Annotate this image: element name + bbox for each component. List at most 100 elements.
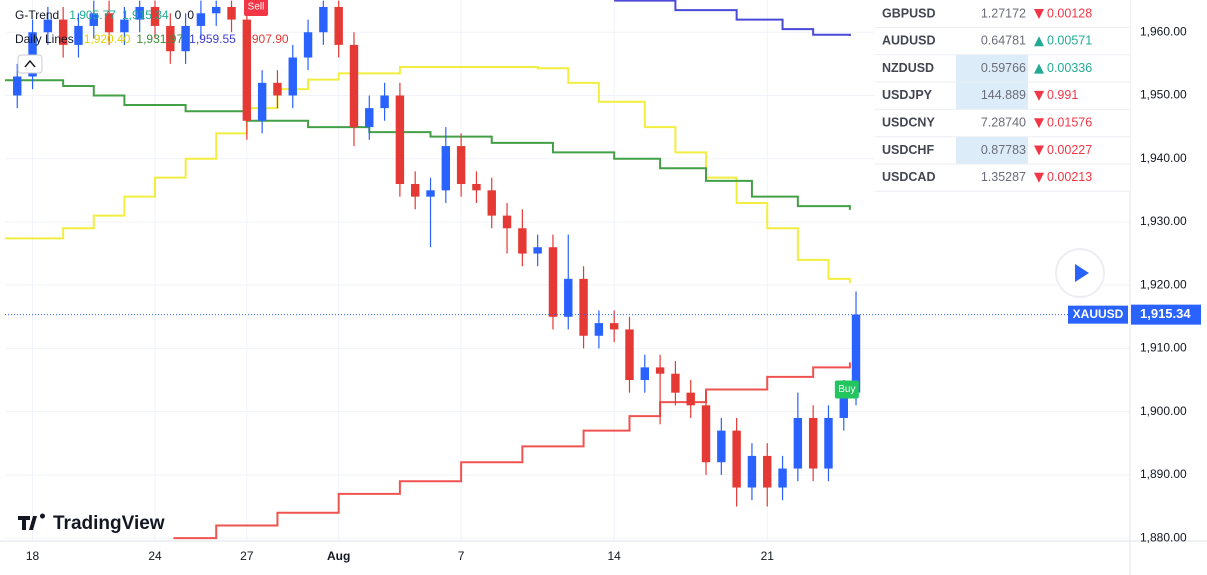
legend-value: 0	[175, 8, 182, 22]
signal-tag	[834, 380, 859, 399]
watch-change: 0.991	[1047, 88, 1078, 102]
candle-body	[273, 82, 282, 96]
candle-body	[625, 329, 634, 381]
change-arrow	[1034, 36, 1044, 47]
y-tick-label: 1,900.00	[1140, 404, 1187, 418]
legend-value: 0	[187, 8, 194, 22]
cell-highlight	[956, 137, 1028, 164]
watch-last: 0.87783	[981, 143, 1026, 157]
x-tick-label: 21	[761, 549, 775, 563]
candle-body	[763, 455, 772, 488]
candle-body	[456, 146, 466, 185]
candle-body	[701, 405, 711, 463]
watch-symbol: USDCHF	[882, 143, 934, 157]
candle-body	[166, 25, 175, 52]
x-tick-label: 24	[148, 549, 162, 563]
candle-body	[135, 6, 144, 20]
candle-body	[732, 430, 741, 488]
symbol-tag	[1068, 305, 1128, 324]
watch-symbol: AUDUSD	[882, 34, 935, 48]
axes: 1,880.00 1,890.00 1,900.00 1,910.00 1,920.00…	[26, 24, 1187, 563]
candle-body	[609, 323, 619, 330]
change-arrow	[1034, 172, 1044, 183]
candle-body	[824, 417, 833, 469]
candle-body	[839, 392, 848, 418]
candle-body	[58, 19, 68, 45]
change-arrow	[1034, 145, 1044, 156]
x-tick-label: 27	[240, 549, 254, 563]
candle-body	[43, 19, 53, 33]
legend-value: 1,959.55	[189, 32, 236, 46]
symbol-tag-text: XAUUSD	[1073, 307, 1124, 321]
overlay: XAUUSD 1,915.34 Sell Buy	[5, 0, 1201, 399]
candle-body	[717, 430, 726, 463]
watch-change: 0.00336	[1047, 61, 1092, 75]
indicator-line	[5, 66, 851, 284]
candle-body	[502, 215, 512, 229]
watch-symbol: USDCNY	[882, 115, 935, 129]
cell-highlight	[956, 55, 1028, 83]
candle-body	[426, 190, 435, 197]
candle-body	[380, 95, 389, 109]
legend-name: G-Trend	[15, 8, 59, 22]
candle-body	[441, 146, 451, 191]
candle-body	[472, 184, 481, 191]
candle-body	[212, 6, 221, 14]
y-tick-label: 1,890.00	[1140, 467, 1187, 481]
watch-change: 0.00128	[1047, 6, 1092, 20]
play-icon	[1075, 264, 1089, 282]
x-tick-label: 14	[608, 549, 622, 563]
candle-body	[487, 190, 496, 216]
watch-symbol: USDCAD	[882, 170, 935, 184]
candle-body	[365, 108, 374, 128]
x-tick-label: Aug	[327, 549, 350, 563]
candle-body	[104, 13, 114, 33]
price-tag-text: 1,915.34	[1140, 306, 1191, 321]
candle-body	[13, 76, 22, 96]
candle-body	[579, 278, 588, 336]
candle-body	[242, 19, 252, 121]
x-tick-label: 7	[458, 549, 465, 563]
collapse-icon	[24, 59, 36, 68]
indicator-line	[173, 362, 851, 540]
watch-change: 0.00213	[1047, 170, 1092, 184]
change-arrow	[1034, 9, 1044, 19]
watch-last: 0.64781	[981, 34, 1026, 48]
watch-last: 0.59766	[981, 61, 1026, 75]
watch-change: 0.00227	[1047, 143, 1092, 157]
candle-body	[74, 25, 83, 45]
candle-body	[564, 278, 573, 317]
candle-body	[747, 455, 757, 488]
candle-body	[533, 247, 542, 254]
watch-symbol: GBPUSD	[882, 6, 935, 20]
brand-logo	[18, 513, 45, 530]
y-tick-label: 1,960.00	[1140, 24, 1187, 38]
candle-body	[778, 468, 787, 488]
candle-body	[303, 32, 313, 58]
indicator-lines	[5, 0, 851, 540]
candles	[13, 0, 861, 507]
legend: G-Trend 1,905.77 1,915.34 0 0 Daily Lines 1,92…	[15, 8, 289, 46]
candle-body	[257, 82, 267, 121]
candle-body	[288, 57, 297, 96]
price-tag	[1131, 304, 1201, 325]
y-tick-label: 1,910.00	[1140, 341, 1187, 355]
y-tick-label: 1,950.00	[1140, 88, 1187, 102]
y-tick-label: 1,940.00	[1140, 151, 1187, 165]
y-tick-label: 1,920.00	[1140, 277, 1187, 291]
collapse-button[interactable]	[17, 54, 43, 74]
signal-label: Buy	[838, 384, 855, 395]
brand-name: TradingView	[53, 513, 165, 534]
candle-body	[227, 6, 236, 20]
candle-body	[89, 13, 98, 26]
legend-value: 1,915.34	[122, 8, 169, 22]
legend-value: 1,905.77	[69, 8, 116, 22]
watch-last: 7.28740	[981, 115, 1026, 129]
candle-body	[594, 323, 604, 336]
candle-body	[655, 367, 665, 374]
signal-tag	[244, 0, 269, 16]
brand: TradingView	[18, 513, 165, 534]
candle-body	[548, 247, 558, 317]
